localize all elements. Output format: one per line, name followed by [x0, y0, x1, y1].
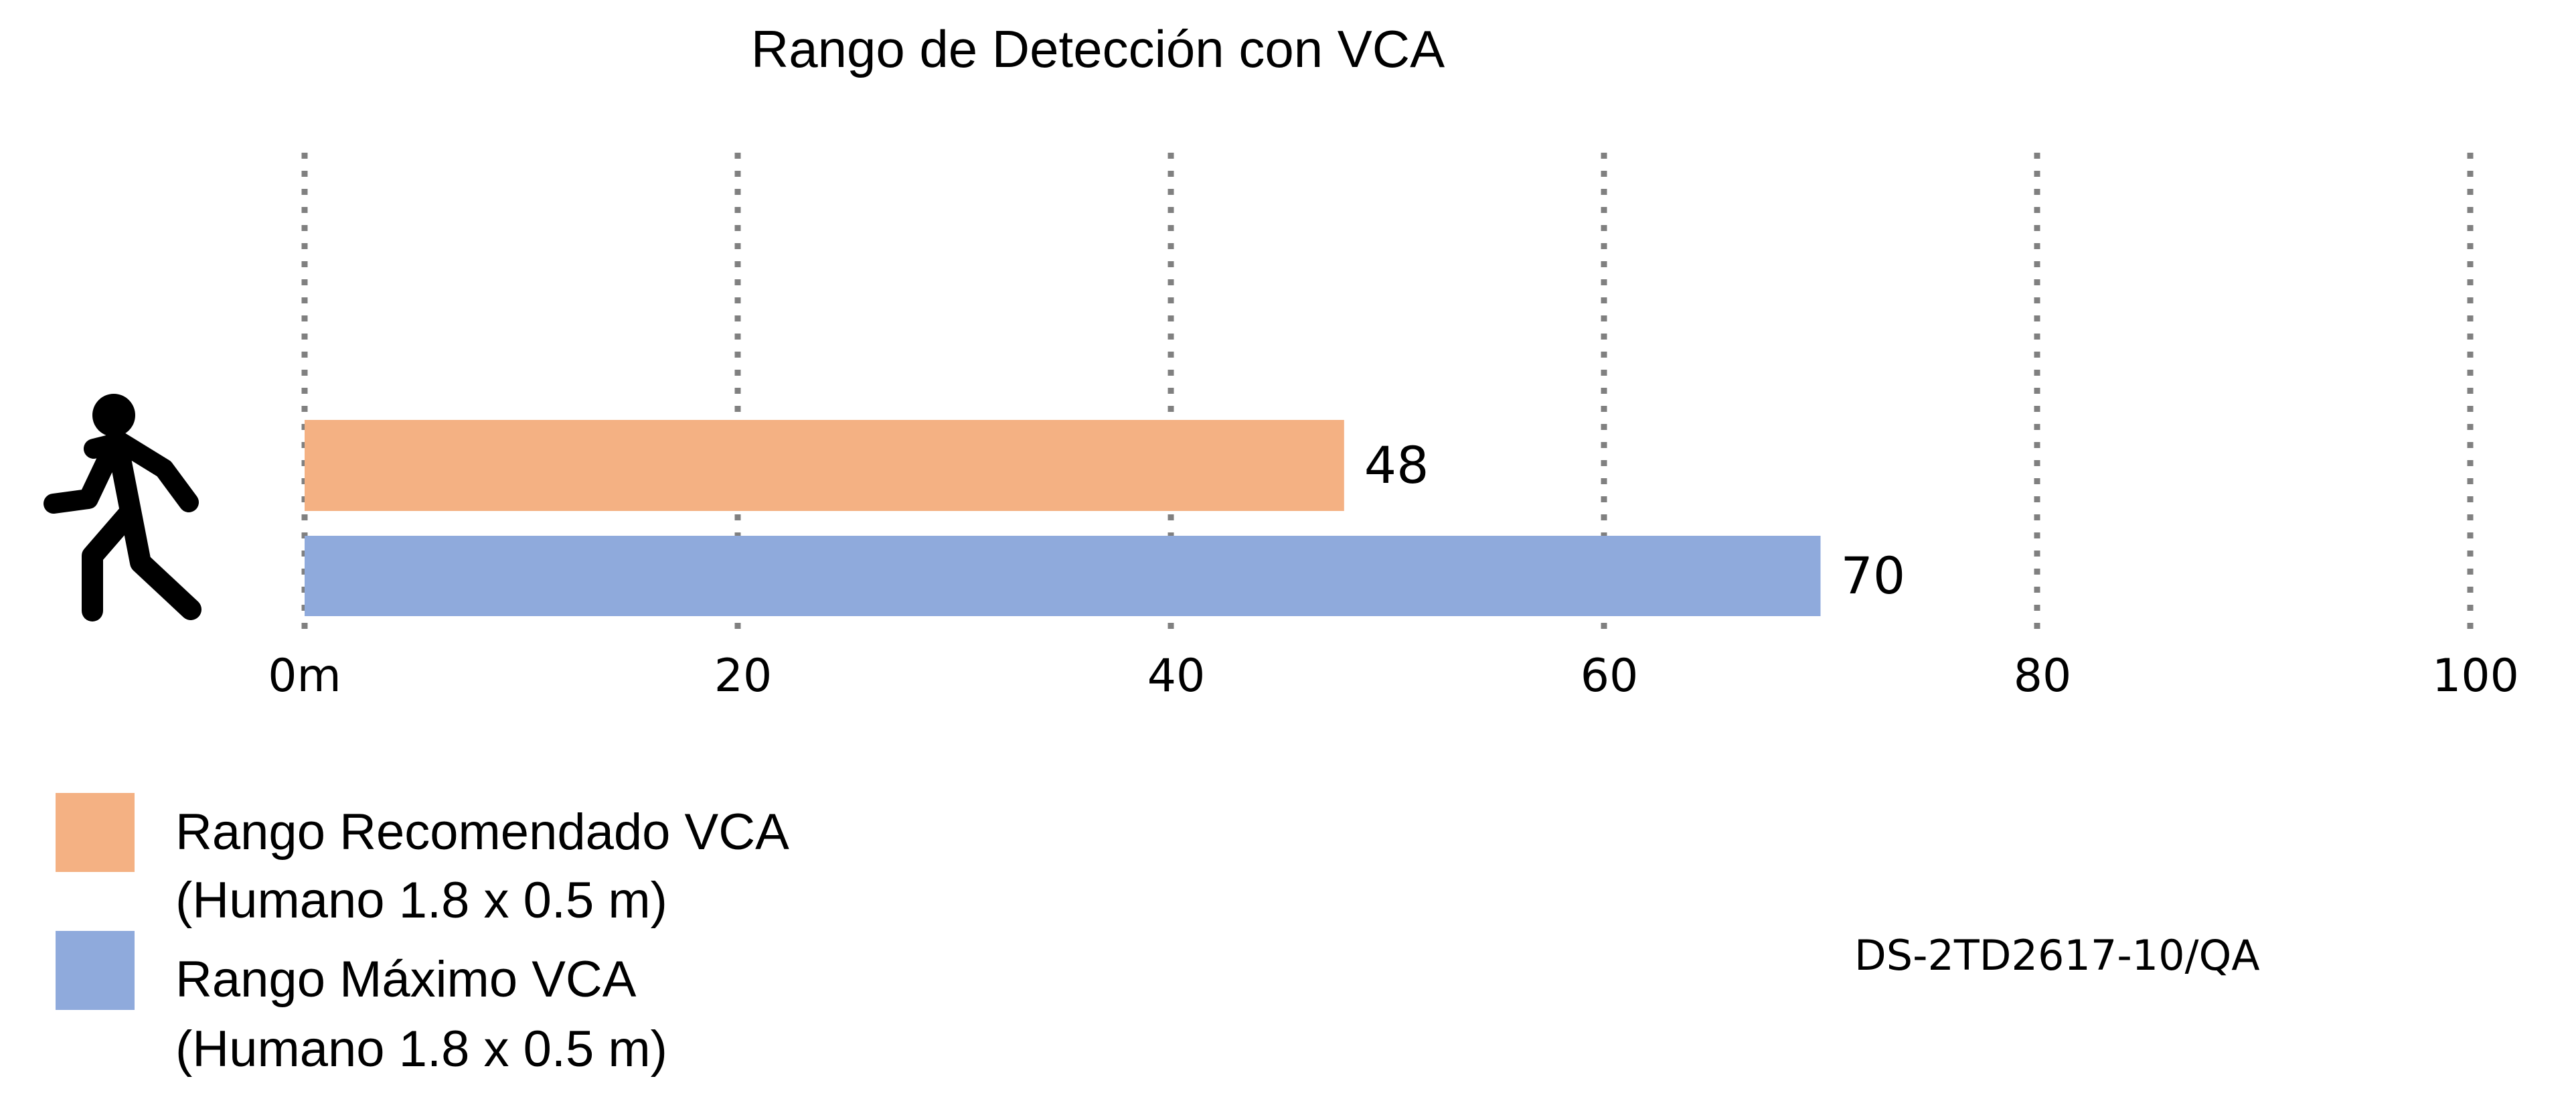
- x-tick-label: 60: [1581, 650, 1639, 703]
- legend: Rango Recomendado VCA (Humano 1.8 x 0.5 …: [56, 793, 789, 1078]
- legend-swatch-recommended: [56, 793, 135, 872]
- x-tick-label: 40: [1147, 650, 1206, 703]
- legend-label-maximum: Rango Máximo VCA: [175, 951, 637, 1008]
- x-axis-ticks: 0m 20 40 60 80 100: [268, 650, 2519, 703]
- chart-title: Rango de Detección con VCA: [751, 19, 1445, 78]
- model-number: DS-2TD2617-10/QA: [1854, 931, 2260, 980]
- walking-person-icon: [44, 394, 202, 621]
- x-tick-label: 80: [2014, 650, 2072, 703]
- legend-label-recommended: Rango Recomendado VCA: [175, 804, 789, 861]
- legend-label-recommended-size: (Humano 1.8 x 0.5 m): [175, 872, 667, 929]
- legend-label-maximum-size: (Humano 1.8 x 0.5 m): [175, 1021, 667, 1078]
- bars: 48 70: [305, 420, 1905, 616]
- x-tick-label: 100: [2432, 650, 2519, 703]
- data-label: 70: [1841, 546, 1906, 605]
- x-tick-label: 0m: [268, 650, 341, 703]
- data-label: 48: [1364, 435, 1429, 495]
- x-tick-label: 20: [714, 650, 773, 703]
- bar: [305, 420, 1344, 511]
- legend-swatch-maximum: [56, 931, 135, 1010]
- bar: [305, 536, 1821, 616]
